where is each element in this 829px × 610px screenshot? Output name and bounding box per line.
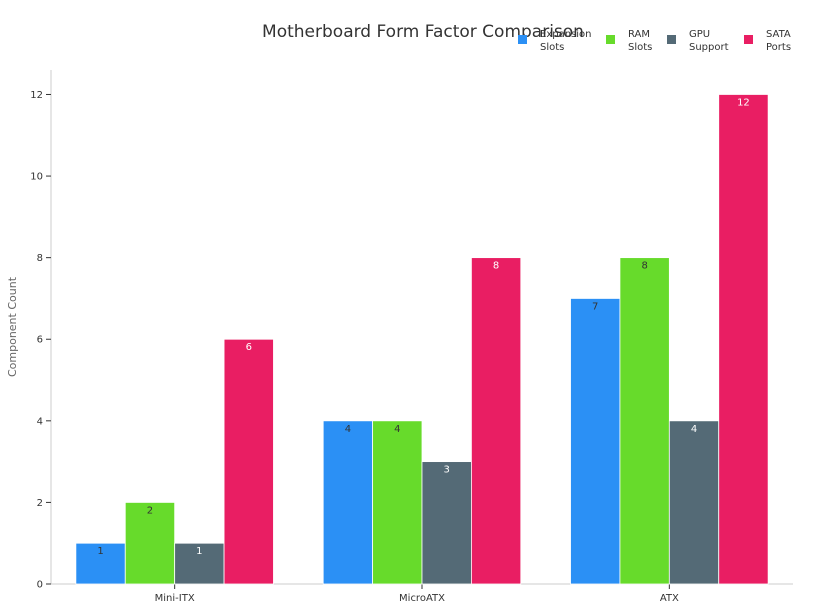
y-axis-label: Component Count <box>6 276 19 377</box>
data-label: 12 <box>737 97 750 108</box>
legend-item: RAM Slots <box>606 29 652 53</box>
data-label: 1 <box>97 546 103 557</box>
y-tick-label: 0 <box>37 580 43 591</box>
legend-label: GPU Support <box>689 29 729 53</box>
data-label: 4 <box>345 424 351 435</box>
data-label: 1 <box>196 546 202 557</box>
bar <box>718 94 769 585</box>
y-tick-label: 12 <box>30 90 43 101</box>
bars <box>75 94 769 585</box>
x-tick-label: MicroATX <box>399 593 445 604</box>
data-label: 8 <box>641 261 647 272</box>
bar <box>372 420 423 585</box>
bar <box>470 257 522 585</box>
data-label: 3 <box>444 465 450 476</box>
bar <box>570 298 621 585</box>
legend-swatch <box>518 35 527 44</box>
legend-swatch <box>667 35 676 44</box>
legend-label: RAM Slots <box>628 29 652 53</box>
y-tick-label: 8 <box>37 253 43 264</box>
x-tick-label: ATX <box>660 593 679 604</box>
data-label: 7 <box>592 301 598 312</box>
data-label: 2 <box>147 505 153 516</box>
chart-title: Motherboard Form Factor Comparison <box>262 22 584 42</box>
legend-label: Expansion Slots <box>540 29 592 53</box>
bar <box>668 420 720 585</box>
legend-item: Expansion Slots <box>518 29 592 53</box>
bar <box>174 542 225 585</box>
y-tick-label: 2 <box>37 498 43 509</box>
y-tick-label: 10 <box>30 172 43 183</box>
bar <box>124 502 176 585</box>
x-tick-label: Mini-ITX <box>155 593 195 604</box>
legend-item: GPU Support <box>667 29 729 53</box>
y-tick-label: 4 <box>37 416 43 427</box>
bar <box>619 257 670 585</box>
legend-swatch <box>744 35 753 44</box>
bar <box>223 338 274 585</box>
bar <box>322 420 374 585</box>
bar <box>421 461 472 585</box>
data-label: 6 <box>246 342 252 353</box>
data-label: 8 <box>493 261 499 272</box>
legend: Expansion Slots RAM Slots GPU Support SATA Port… <box>518 29 791 53</box>
bar <box>75 542 126 585</box>
legend-label: SATA Ports <box>766 29 791 53</box>
legend-swatch <box>606 35 615 44</box>
data-label: 4 <box>691 424 697 435</box>
y-tick-label: 6 <box>37 335 43 346</box>
legend-item: SATA Ports <box>744 29 791 53</box>
data-label: 4 <box>394 424 400 435</box>
